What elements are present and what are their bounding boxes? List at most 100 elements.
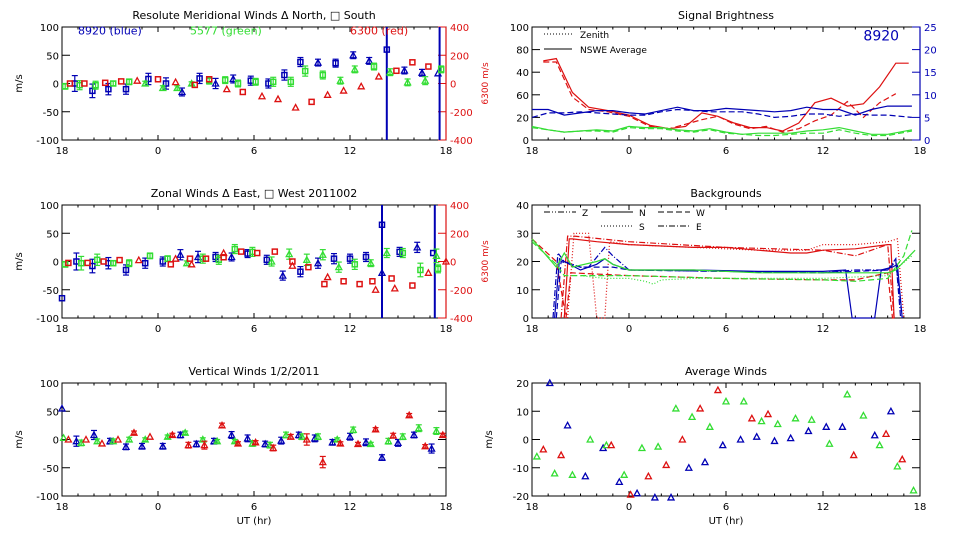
data-point	[340, 278, 347, 285]
data-point	[371, 424, 380, 433]
data-point	[257, 91, 267, 100]
x-tick-label: 12	[817, 146, 830, 157]
line-series	[543, 57, 909, 132]
data-point	[786, 433, 795, 442]
y2-tick-label: 200	[450, 229, 469, 240]
y-tick-label: 30	[516, 229, 529, 240]
data-point	[230, 436, 239, 445]
data-point	[671, 404, 680, 412]
series-blue	[545, 378, 895, 501]
line-series	[532, 105, 912, 116]
data-point	[313, 258, 323, 267]
data-point	[313, 432, 323, 440]
x-tick-label: 6	[251, 502, 257, 513]
data-point	[321, 280, 328, 288]
data-point	[791, 413, 800, 422]
data-point	[163, 432, 172, 440]
data-point	[285, 249, 294, 258]
data-point	[654, 442, 663, 450]
data-point	[313, 58, 323, 66]
chart-title: Resolute Meridional Winds Δ North, □ Sou…	[132, 9, 375, 22]
data-point	[389, 431, 398, 439]
line-series	[555, 260, 903, 319]
data-point	[253, 249, 261, 257]
x-tick-label: 18	[526, 502, 539, 513]
legend-label: Z	[582, 209, 588, 219]
data-point	[146, 252, 154, 260]
y-axis-label: m/s	[484, 430, 495, 448]
data-point	[269, 78, 277, 86]
data-point	[81, 435, 91, 443]
data-point	[339, 86, 348, 94]
data-point	[434, 265, 442, 273]
annotation-label: 6300 (red)	[350, 24, 408, 37]
y2-tick-label: -200	[450, 108, 473, 119]
x-tick-label: 18	[914, 324, 927, 335]
x-tick-label: 0	[155, 146, 161, 157]
x-axis-label: UT (hr)	[709, 516, 744, 527]
data-point	[350, 65, 359, 73]
data-point	[145, 75, 152, 83]
data-point	[196, 75, 203, 82]
data-point	[77, 259, 85, 267]
data-point	[97, 439, 107, 447]
data-point	[171, 77, 180, 86]
data-point	[409, 282, 416, 289]
data-point	[171, 254, 180, 262]
data-point	[229, 74, 238, 83]
data-point	[116, 256, 123, 264]
annotation-label: 8920	[863, 29, 899, 45]
series-red	[64, 410, 447, 469]
data-point	[168, 430, 177, 439]
data-point	[388, 275, 395, 282]
data-point	[366, 258, 375, 267]
line-series	[563, 238, 895, 319]
data-point	[377, 453, 387, 461]
data-point	[393, 67, 400, 75]
line-series	[531, 108, 912, 119]
legend-label: W	[696, 209, 705, 219]
data-point	[378, 221, 386, 229]
y-tick-label: -50	[43, 464, 59, 475]
series-blue	[71, 46, 443, 99]
y2-tick-label: 400	[450, 23, 469, 34]
data-point	[308, 98, 315, 106]
legend-label: Zenith	[580, 31, 609, 41]
data-point	[221, 76, 229, 84]
x-tick-label: 12	[344, 324, 357, 335]
data-point	[721, 397, 731, 405]
data-point	[626, 490, 635, 498]
panel-zonal-winds: Zonal Winds Δ East, □ West 2011002 18 0 6 12…	[14, 187, 491, 335]
data-point	[807, 415, 816, 423]
y-tick-label: 20	[516, 379, 529, 390]
data-point	[330, 255, 338, 262]
x-tick-label: 18	[56, 324, 69, 335]
data-point	[881, 429, 891, 438]
data-point	[211, 79, 220, 87]
chart-title: Vertical Winds 1/2/2011	[189, 365, 320, 378]
data-point	[222, 84, 231, 93]
data-point	[81, 80, 88, 87]
y-axis-label: m/s	[14, 252, 25, 270]
data-point	[297, 432, 307, 440]
y-tick-label: 60	[516, 91, 529, 102]
data-point	[432, 426, 441, 435]
y-tick-label: 0	[523, 436, 529, 447]
data-point	[59, 433, 68, 441]
data-point	[563, 421, 572, 429]
line-series	[531, 238, 916, 274]
x-tick-label: 0	[626, 146, 632, 157]
data-point	[413, 243, 422, 251]
data-point	[427, 444, 436, 452]
data-point	[747, 413, 756, 422]
data-point	[757, 416, 766, 425]
data-point	[637, 443, 647, 452]
annotation-label: 5577 (green)	[190, 24, 262, 37]
x-tick-label: 18	[914, 146, 927, 157]
data-point	[893, 461, 902, 470]
data-point	[66, 80, 74, 87]
x-tick-label: 18	[56, 502, 69, 513]
line-series	[552, 246, 902, 319]
series-blue	[57, 404, 436, 462]
